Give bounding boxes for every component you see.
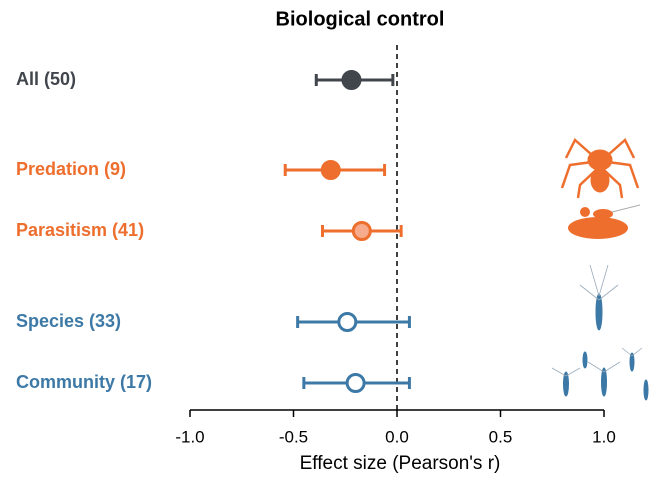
row-label: All (50) [16, 69, 76, 89]
point-estimate [351, 221, 372, 241]
x-tick-label: 1.0 [592, 427, 616, 446]
row-label: Predation (9) [16, 159, 126, 179]
row-label: Parasitism (41) [16, 220, 144, 240]
point-estimate [337, 312, 358, 332]
x-axis-label: Effect size (Pearson's r) [300, 453, 501, 474]
x-tick-label: -0.5 [279, 427, 308, 446]
point-estimate [345, 373, 366, 393]
wasp-icon [568, 204, 641, 239]
row-label: Species (33) [16, 311, 121, 331]
x-tick-label: 0.0 [385, 427, 409, 446]
point-estimate [341, 70, 362, 90]
x-tick-label: 0.5 [489, 427, 513, 446]
chart-title: Biological control [276, 8, 445, 30]
parasitoid-icons [551, 264, 649, 401]
spider-icon [560, 137, 640, 199]
row-label: Community (17) [16, 372, 152, 392]
point-estimate [320, 160, 341, 180]
x-tick-label: -1.0 [175, 427, 204, 446]
